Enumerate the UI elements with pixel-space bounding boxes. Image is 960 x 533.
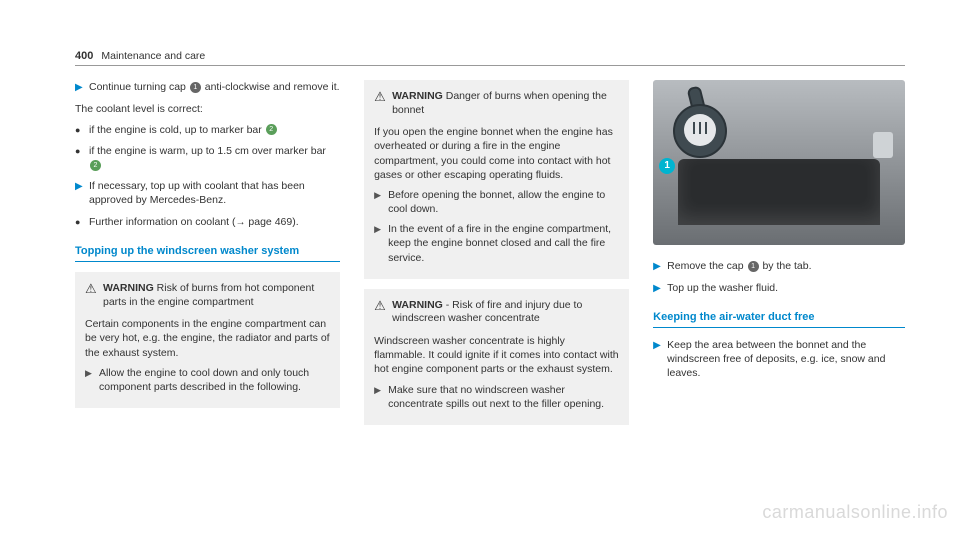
step-arrow-icon: ▶	[653, 260, 667, 274]
text: if the engine is warm, up to 1.5 cm over…	[89, 145, 326, 157]
section-heading: Keeping the air-water duct free	[653, 311, 905, 328]
page-ref-arrow-icon: →	[236, 217, 246, 228]
warning-step: ▶ In the event of a fire in the engine c…	[374, 222, 619, 265]
warning-title: WARNING ‑ Risk of fire and injury due to…	[392, 299, 619, 326]
text: Further information on coolant (	[89, 216, 236, 228]
step-arrow-icon: ▶	[75, 180, 89, 207]
spray-icon	[699, 122, 701, 134]
warning-title: WARNING Danger of burns when open­ing th…	[392, 90, 619, 117]
warning-icon: ⚠	[85, 282, 103, 309]
text: WARNING	[392, 90, 443, 102]
column-1: ▶ Continue turning cap 1 anti-clockwise …	[75, 80, 340, 435]
warning-paragraph: If you open the engine bonnet when the e…	[374, 125, 619, 182]
warning-step: ▶ Before opening the bonnet, allow the e…	[374, 188, 619, 216]
warning-header: ⚠ WARNING Risk of burns from hot com­pon…	[85, 282, 330, 309]
bullet-icon: ●	[75, 124, 89, 137]
watermark-text: carmanualsonline.info	[762, 502, 948, 523]
bullet-icon: ●	[75, 216, 89, 230]
warning-icon: ⚠	[374, 299, 392, 326]
column-3: 1 ▶ Remove the cap 1 by the tab. ▶ Top u…	[653, 80, 905, 435]
page-number: 400	[75, 50, 93, 62]
step-item: ▶ Remove the cap 1 by the tab.	[653, 259, 905, 274]
text: WARNING	[103, 282, 154, 294]
warning-header: ⚠ WARNING ‑ Risk of fire and injury due …	[374, 299, 619, 326]
warning-box: ⚠ WARNING ‑ Risk of fire and injury due …	[364, 289, 629, 425]
step-text: If necessary, top up with coolant that h…	[89, 179, 340, 207]
paragraph: The coolant level is correct:	[75, 102, 340, 116]
text: page 469).	[246, 216, 299, 228]
step-item: ▶ If necessary, top up with coolant that…	[75, 179, 340, 207]
bullet-text: Further information on coolant (→ page 4…	[89, 215, 340, 230]
step-text: Allow the engine to cool down and only t…	[99, 366, 330, 394]
content-columns: ▶ Continue turning cap 1 anti-clockwise …	[75, 80, 905, 435]
text: WARNING	[392, 299, 443, 311]
warning-icon: ⚠	[374, 90, 392, 117]
bullet-text: if the engine is warm, up to 1.5 cm over…	[89, 144, 340, 172]
step-arrow-icon: ▶	[653, 282, 667, 296]
callout-number-icon: 1	[190, 82, 201, 93]
warning-header: ⚠ WARNING Danger of burns when open­ing …	[374, 90, 619, 117]
warning-step: ▶ Make sure that no windscreen washer co…	[374, 383, 619, 411]
bullet-item: ● if the engine is warm, up to 1.5 cm ov…	[75, 144, 340, 172]
text: Continue turning cap	[89, 81, 189, 93]
warning-paragraph: Certain components in the engine compart…	[85, 317, 330, 360]
bullet-item: ● if the engine is cold, up to marker ba…	[75, 123, 340, 137]
step-arrow-icon: ▶	[653, 339, 667, 381]
page-header: 400 Maintenance and care	[75, 50, 905, 66]
column-2: ⚠ WARNING Danger of burns when open­ing …	[364, 80, 629, 435]
bullet-icon: ●	[75, 145, 89, 172]
warning-box: ⚠ WARNING Danger of burns when open­ing …	[364, 80, 629, 279]
step-arrow-icon: ▶	[374, 384, 388, 411]
step-text: Continue turning cap 1 anti-clockwise an…	[89, 80, 340, 95]
callout-number-icon: 1	[748, 261, 759, 272]
step-text: In the event of a fire in the engine com…	[388, 222, 619, 265]
warning-box: ⚠ WARNING Risk of burns from hot com­pon…	[75, 272, 340, 408]
step-arrow-icon: ▶	[374, 189, 388, 216]
text: by the tab.	[760, 260, 812, 272]
text: if the engine is cold, up to marker bar	[89, 124, 265, 136]
step-text: Make sure that no windscreen washer conc…	[388, 383, 619, 411]
step-item: ▶ Continue turning cap 1 anti-clockwise …	[75, 80, 340, 95]
step-arrow-icon: ▶	[85, 367, 99, 394]
page-title: Maintenance and care	[101, 50, 205, 62]
step-text: Keep the area between the bonnet and the…	[667, 338, 905, 381]
reservoir-shape	[873, 132, 893, 158]
callout-number-icon: 2	[90, 160, 101, 171]
step-item: ▶ Keep the area between the bonnet and t…	[653, 338, 905, 381]
warning-title: WARNING Risk of burns from hot com­ponen…	[103, 282, 330, 309]
step-text: Before opening the bonnet, allow the eng…	[388, 188, 619, 216]
engine-bay-illustration: 1	[653, 80, 905, 245]
section-heading: Topping up the windscreen washer system	[75, 245, 340, 262]
bullet-item: ● Further information on coolant (→ page…	[75, 215, 340, 230]
warning-paragraph: Windscreen washer concentrate is highly …	[374, 334, 619, 377]
text: Remove the cap	[667, 260, 746, 272]
step-text: Top up the washer fluid.	[667, 281, 905, 296]
text: anti-clockwise and remove it.	[202, 81, 340, 93]
bullet-text: if the engine is cold, up to marker bar …	[89, 123, 340, 137]
callout-number-icon: 2	[266, 124, 277, 135]
step-text: Remove the cap 1 by the tab.	[667, 259, 905, 274]
step-arrow-icon: ▶	[75, 81, 89, 95]
warning-step: ▶ Allow the engine to cool down and only…	[85, 366, 330, 394]
step-arrow-icon: ▶	[374, 223, 388, 265]
step-item: ▶ Top up the washer fluid.	[653, 281, 905, 296]
